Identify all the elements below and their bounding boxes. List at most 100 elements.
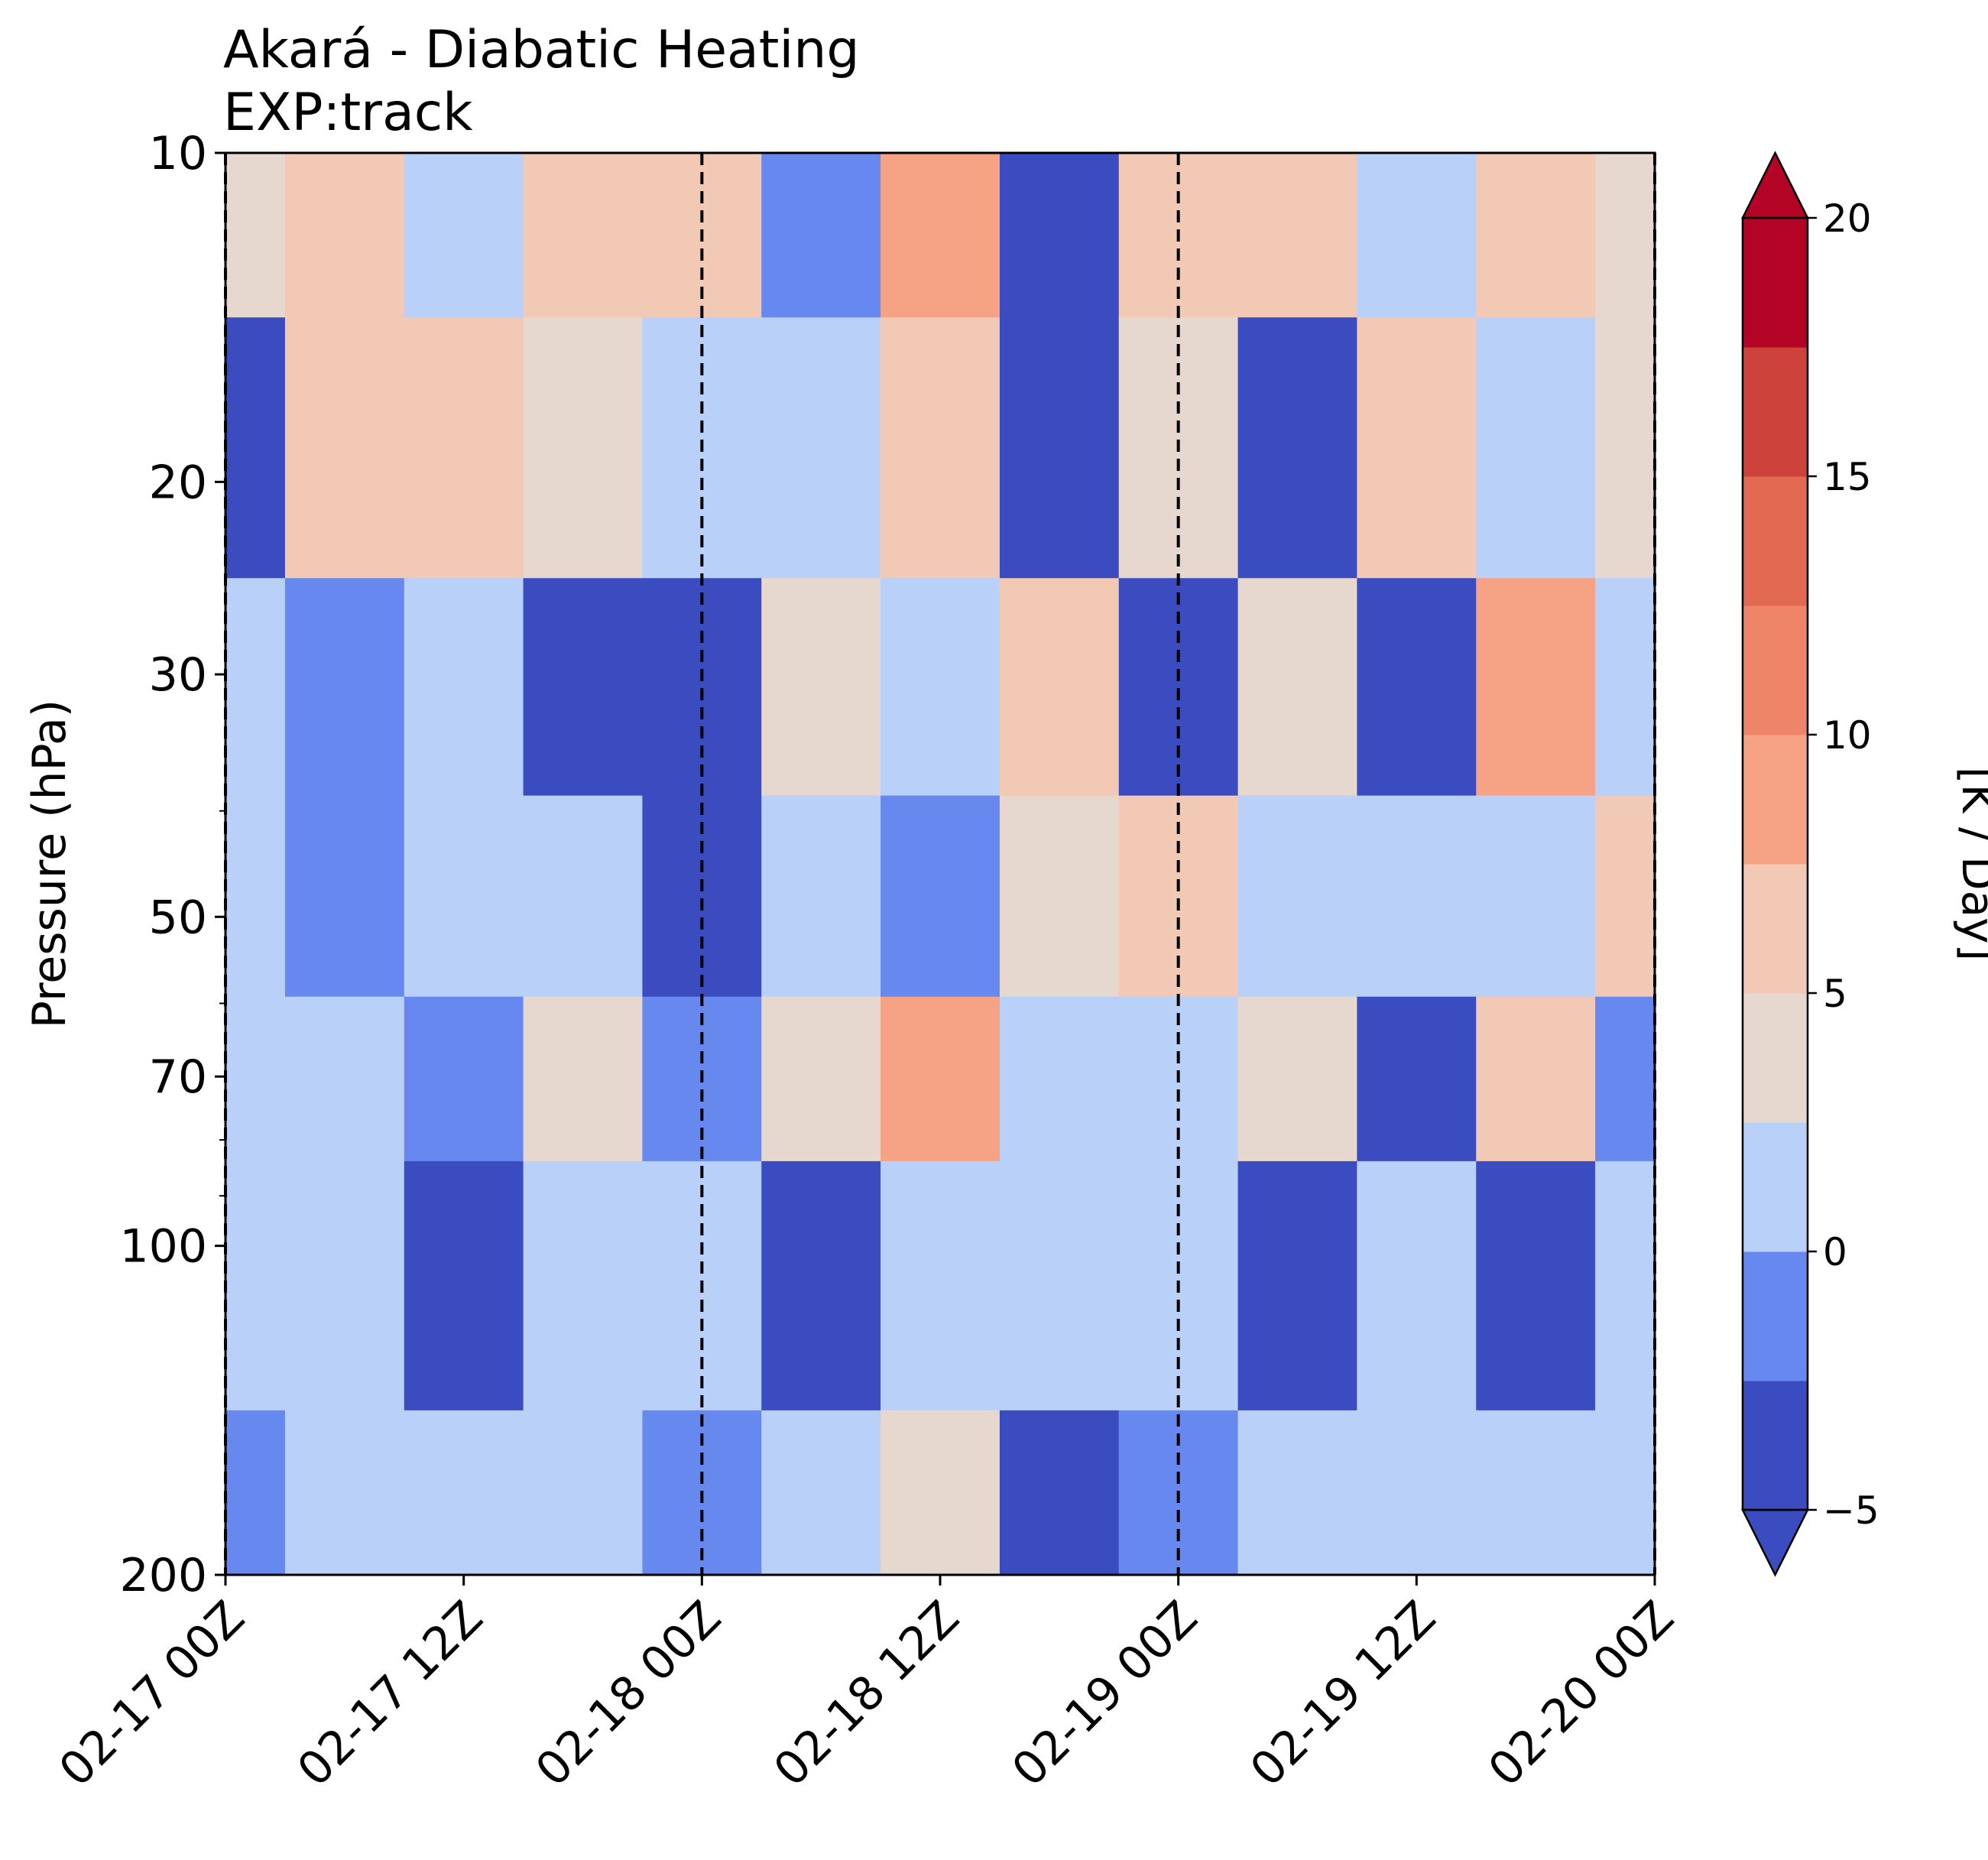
heat-cell (1595, 578, 1655, 797)
y-tick-label: 10 (149, 127, 207, 180)
y-tick-label: 20 (149, 456, 207, 509)
heat-cell (404, 1160, 524, 1411)
colorbar-label: [K / Day] (1952, 767, 1988, 961)
heat-cell (225, 578, 286, 797)
heat-cell (1357, 153, 1477, 318)
y-tick-label: 70 (149, 1050, 207, 1104)
heat-cell (1237, 153, 1357, 318)
x-tick-label: 02-17 12Z (287, 1591, 493, 1797)
heat-cell (999, 153, 1120, 318)
heat-cell (880, 795, 1000, 998)
heat-cell (1476, 578, 1596, 797)
heat-cell (404, 578, 524, 797)
heat-cell (1237, 1410, 1357, 1575)
colorbar-frame (1741, 216, 1809, 1511)
heat-cell (523, 1160, 643, 1411)
heat-cell (284, 996, 405, 1162)
heat-cell (404, 153, 524, 318)
heat-cell (523, 317, 643, 579)
heat-cell (761, 317, 881, 579)
heat-cell (999, 317, 1120, 579)
heat-cell (1595, 317, 1655, 579)
heat-cell (1595, 1410, 1655, 1575)
heat-cell (999, 795, 1120, 998)
x-tick-label: 02-19 12Z (1240, 1591, 1446, 1797)
y-tick-label: 100 (119, 1220, 207, 1274)
heat-cell (1357, 795, 1477, 998)
x-axis: 02-17 00Z 02-17 12Z 02-18 00Z 02-18 12Z 02-1… (49, 1575, 1685, 1797)
heat-cell (1357, 996, 1477, 1162)
heat-cell (880, 996, 1000, 1162)
heat-cell (1357, 578, 1477, 797)
heat-cell (1476, 996, 1596, 1162)
colorbar-segment (1743, 605, 1808, 735)
heat-cell (880, 153, 1000, 318)
colorbar-tick-label: 5 (1823, 972, 1847, 1016)
heat-cell (761, 1160, 881, 1411)
heat-cell (761, 153, 881, 318)
heat-cell (642, 578, 762, 797)
heat-cell (225, 795, 286, 998)
heat-cell (1237, 1160, 1357, 1411)
x-tick-label: 02-19 00Z (1002, 1591, 1208, 1797)
heat-cell (225, 1160, 286, 1411)
heat-cell (284, 578, 405, 797)
colorbar-extend-high (1740, 151, 1810, 219)
y-tick-label: 200 (119, 1549, 207, 1602)
heat-cell (523, 795, 643, 998)
heat-cell (880, 1410, 1000, 1575)
x-tick-label: 02-20 00Z (1478, 1591, 1684, 1797)
heat-cell (1357, 317, 1477, 579)
heat-cell (1476, 795, 1596, 998)
x-tick-label: 02-18 12Z (764, 1591, 969, 1797)
colorbar-segment (1743, 218, 1808, 348)
heat-cell (225, 1410, 286, 1575)
heat-cell (1357, 1410, 1477, 1575)
heat-cell (1595, 153, 1655, 318)
heat-cell (880, 578, 1000, 797)
colorbar-tick-label: 20 (1823, 196, 1872, 241)
heat-cell (523, 1410, 643, 1575)
heat-cell (284, 317, 405, 579)
heat-cell (1476, 1160, 1596, 1411)
heat-cell (284, 1410, 405, 1575)
colorbar-segment (1743, 347, 1808, 477)
heat-cell (999, 1160, 1120, 1411)
heat-cell (404, 1410, 524, 1575)
heat-cell (1595, 1160, 1655, 1411)
heat-cell (284, 153, 405, 318)
heat-cell (1357, 1160, 1477, 1411)
y-tick-label: 30 (149, 648, 207, 702)
heat-cell (761, 996, 881, 1162)
heat-cell (761, 795, 881, 998)
colorbar-tick-label: 15 (1823, 455, 1872, 499)
x-tick-label: 02-18 00Z (526, 1591, 731, 1797)
heat-cell (1237, 996, 1357, 1162)
heat-cell (404, 795, 524, 998)
colorbar-segment (1743, 1381, 1808, 1511)
colorbar-tick-label: 10 (1823, 713, 1872, 758)
heat-cell (225, 153, 286, 318)
colorbar-extend-low (1740, 1508, 1810, 1577)
heat-cell (523, 996, 643, 1162)
colorbar-segment (1743, 1122, 1808, 1252)
heat-cell (761, 578, 881, 797)
heat-cell (523, 153, 643, 318)
y-axis-label: Pressure (hPa) (23, 700, 76, 1028)
heat-cell (761, 1410, 881, 1575)
heat-cell (523, 578, 643, 797)
heat-cell (404, 317, 524, 579)
heat-cell (999, 996, 1120, 1162)
heat-cell (1595, 996, 1655, 1162)
colorbar-segment (1743, 993, 1808, 1123)
heat-cell (1476, 317, 1596, 579)
colorbar-segment (1743, 864, 1808, 994)
heat-cell (1237, 578, 1357, 797)
colorbar-segment (1743, 1251, 1808, 1381)
y-axis: 10 20 30 50 70 100 200 (119, 127, 225, 1602)
heat-cell (999, 1410, 1120, 1575)
heat-cell (404, 996, 524, 1162)
heat-cell (880, 1160, 1000, 1411)
colorbar-tick-label: −5 (1823, 1488, 1879, 1533)
heatmap-cells (225, 153, 1655, 1575)
